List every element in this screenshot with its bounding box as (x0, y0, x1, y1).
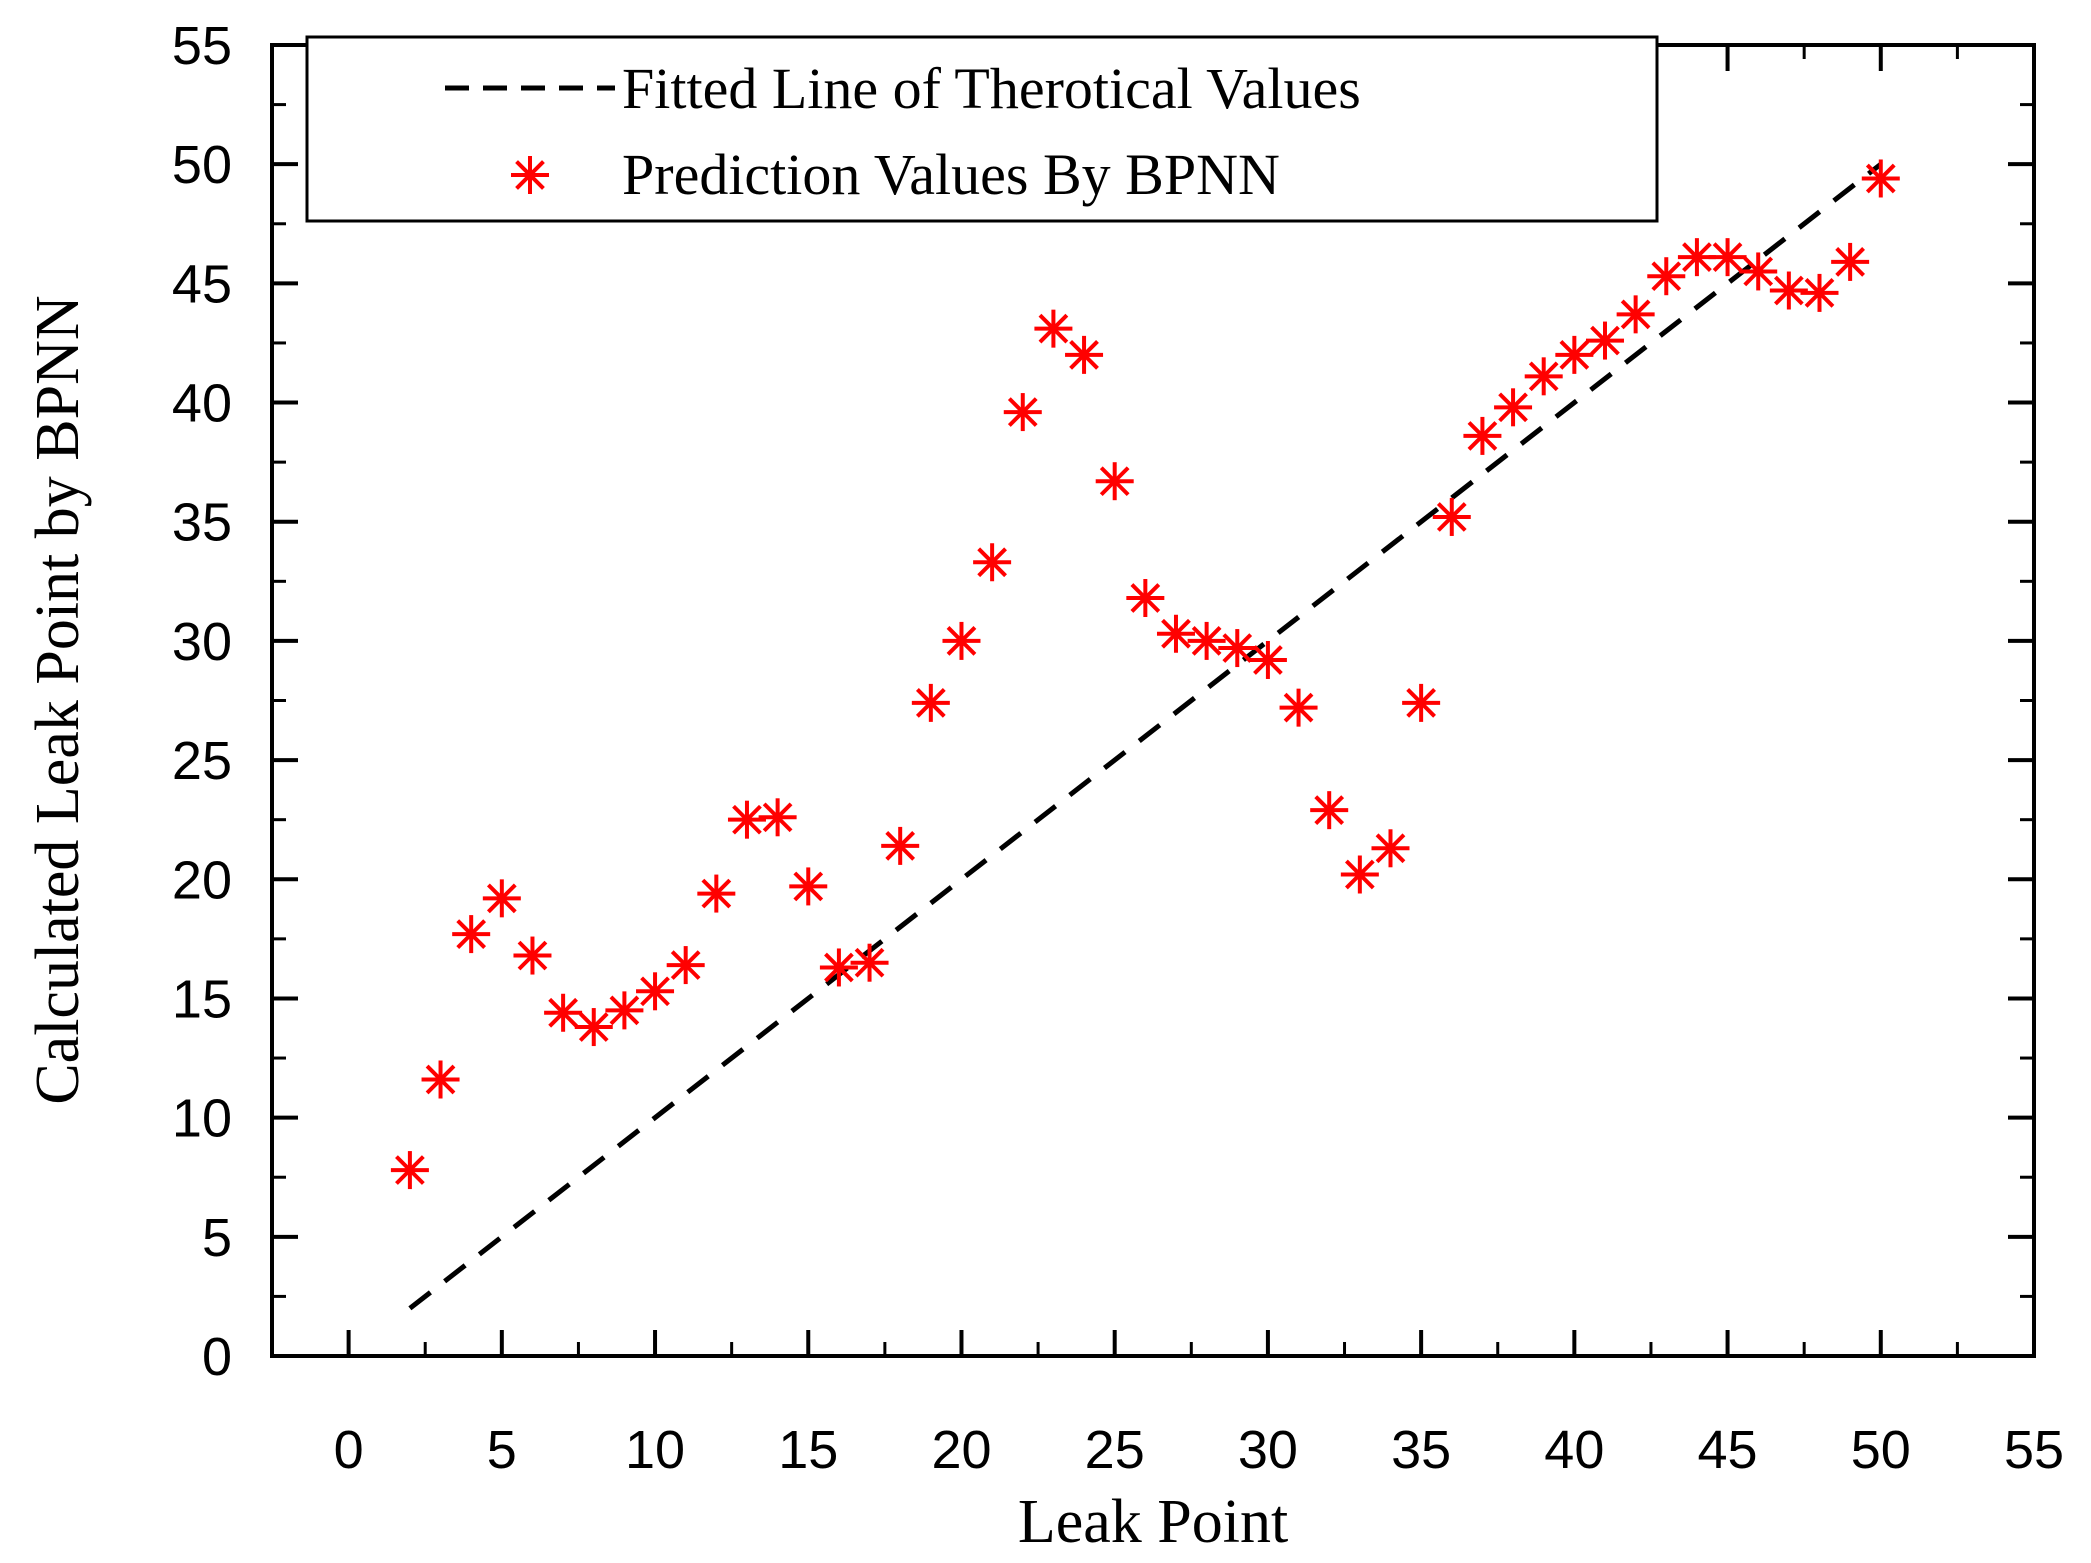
y-tick-label: 35 (172, 493, 232, 553)
data-point (1065, 335, 1104, 374)
data-point (1371, 829, 1410, 868)
x-tick-label: 20 (931, 1420, 991, 1480)
y-tick-label: 45 (172, 254, 232, 314)
y-tick-label: 10 (172, 1089, 232, 1149)
data-point (1708, 238, 1747, 277)
data-point (1034, 309, 1073, 348)
data-point (421, 1060, 460, 1099)
data-point (1524, 357, 1563, 396)
data-point (666, 946, 705, 985)
legend: Fitted Line of Therotical Values Predict… (305, 35, 1659, 223)
data-point (850, 943, 889, 982)
data-point (1003, 393, 1042, 432)
data-point (881, 826, 920, 865)
axis-ticks (272, 43, 2036, 1358)
data-point (1769, 271, 1808, 310)
data-point (1187, 621, 1226, 660)
x-tick-label: 25 (1085, 1420, 1145, 1480)
data-point (1126, 579, 1165, 618)
y-tick-labels: 0 5 10 15 20 25 30 35 40 45 50 55 (172, 16, 232, 1387)
x-tick-label: 0 (334, 1420, 364, 1480)
data-point (942, 621, 981, 660)
data-point (1861, 159, 1900, 198)
data-point (1218, 629, 1257, 668)
data-point (1095, 462, 1134, 501)
data-point (1156, 614, 1195, 653)
y-tick-label: 55 (172, 16, 232, 76)
data-point (1279, 688, 1318, 727)
fitted-line (408, 162, 1883, 1311)
x-tick-label: 50 (1851, 1420, 1911, 1480)
data-point (574, 1008, 613, 1047)
legend-asterisk (511, 156, 549, 194)
legend-label-fitted: Fitted Line of Therotical Values (622, 56, 1361, 121)
y-tick-label: 40 (172, 374, 232, 434)
data-point (1647, 257, 1686, 296)
x-tick-labels: 0 5 10 15 20 25 30 35 40 45 50 55 (334, 1420, 2064, 1480)
prediction-points (390, 159, 1900, 1190)
y-tick-label: 15 (172, 969, 232, 1029)
x-tick-label: 35 (1391, 1420, 1451, 1480)
data-point (1677, 238, 1716, 277)
data-point (1555, 335, 1594, 374)
data-point (1831, 242, 1870, 281)
data-point (973, 543, 1012, 582)
data-point (697, 874, 736, 913)
x-tick-label: 45 (1698, 1420, 1758, 1480)
data-point (452, 915, 491, 954)
data-point (1432, 497, 1471, 536)
y-tick-label: 20 (172, 850, 232, 910)
x-tick-label: 30 (1238, 1420, 1298, 1480)
data-point (1340, 855, 1379, 894)
x-tick-label: 15 (778, 1420, 838, 1480)
y-tick-label: 0 (202, 1327, 232, 1387)
data-point (636, 972, 675, 1011)
legend-asterisk-swatch (511, 156, 549, 194)
y-tick-label: 50 (172, 135, 232, 195)
data-point (1310, 791, 1349, 830)
y-tick-label: 5 (202, 1208, 232, 1268)
data-point (605, 991, 644, 1030)
y-axis-title: Calculated Leak Point by BPNN (24, 295, 92, 1104)
data-point (1402, 683, 1441, 722)
data-point (390, 1151, 429, 1190)
data-point (1739, 252, 1778, 291)
data-point (911, 683, 950, 722)
data-point (1616, 295, 1655, 334)
x-tick-label: 5 (487, 1420, 517, 1480)
x-axis-title: Leak Point (1018, 1488, 1288, 1556)
data-point (1585, 321, 1624, 360)
data-point (819, 948, 858, 987)
plot-frame (270, 43, 2036, 1358)
data-point (758, 798, 797, 837)
data-point (1494, 388, 1533, 427)
x-tick-label: 40 (1544, 1420, 1604, 1480)
data-point (1248, 640, 1287, 679)
data-point (789, 867, 828, 906)
data-point (1463, 416, 1502, 455)
y-tick-label: 30 (172, 612, 232, 672)
data-point (482, 879, 521, 918)
data-point (513, 936, 552, 975)
data-point (727, 800, 766, 839)
data-point (544, 993, 583, 1032)
legend-label-prediction: Prediction Values By BPNN (622, 142, 1280, 207)
data-point (1800, 273, 1839, 312)
x-tick-label: 55 (2004, 1420, 2064, 1480)
y-tick-label: 25 (172, 731, 232, 791)
x-tick-label: 10 (625, 1420, 685, 1480)
